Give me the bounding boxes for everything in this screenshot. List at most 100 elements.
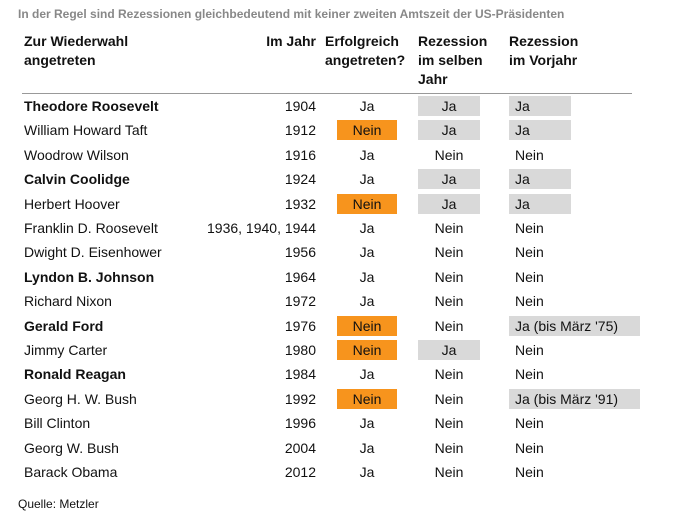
same-year: Ja (441, 122, 457, 139)
same-year: Nein (434, 293, 464, 310)
success: Ja (359, 220, 375, 236)
year: 1924 (284, 171, 316, 188)
highlight (509, 193, 571, 214)
president-name: Theodore Roosevelt (24, 98, 159, 114)
highlight (337, 120, 397, 141)
same-year: Nein (434, 317, 464, 334)
highlight (418, 169, 480, 190)
success: Nein (352, 342, 382, 358)
president-name: Gerald Ford (24, 317, 104, 334)
column-header: im Vorjahr (509, 52, 578, 68)
title: In der Regel sind Rezessionen gleichbede… (18, 7, 565, 21)
president-name: Franklin D. Roosevelt (24, 220, 158, 236)
success: Nein (352, 390, 382, 407)
prior-year: Nein (515, 342, 544, 358)
success: Ja (359, 366, 375, 383)
year: 1904 (284, 98, 316, 114)
highlight (509, 120, 571, 141)
success: Ja (359, 415, 375, 432)
president-name: Calvin Coolidge (24, 171, 130, 188)
prior-year: Ja (bis März '91) (515, 390, 619, 407)
year: 1992 (284, 390, 316, 407)
prior-year: Ja (bis März '75) (515, 317, 619, 334)
president-name: William Howard Taft (24, 122, 148, 139)
header-rule (22, 93, 632, 94)
same-year: Nein (434, 146, 464, 163)
president-name: Bill Clinton (24, 415, 91, 432)
column-header: Zur Wiederwahl (24, 33, 129, 49)
source: Quelle: Metzler (18, 497, 99, 511)
prior-year: Nein (515, 146, 544, 163)
column-header: Erfolgreich (325, 33, 399, 49)
column-header: Rezession (418, 33, 488, 49)
president-name: Georg W. Bush (24, 439, 119, 456)
highlight (337, 315, 397, 336)
same-year: Nein (434, 366, 464, 383)
year: 1932 (284, 195, 316, 212)
same-year: Ja (441, 171, 457, 188)
success: Ja (359, 293, 375, 310)
president-name: Richard Nixon (24, 293, 112, 310)
same-year: Nein (434, 439, 464, 456)
prior-year: Nein (515, 366, 544, 383)
success: Ja (359, 146, 375, 163)
prior-year: Nein (515, 268, 544, 285)
success: Ja (359, 244, 375, 261)
same-year: Nein (434, 464, 464, 480)
prior-year: Nein (515, 415, 544, 432)
same-year: Nein (434, 244, 464, 261)
highlight (509, 388, 640, 409)
year: 1996 (284, 415, 316, 432)
highlight (418, 120, 480, 141)
prior-year: Nein (515, 293, 544, 310)
prior-year: Nein (515, 439, 544, 456)
president-name: Ronald Reagan (24, 366, 126, 383)
president-name: Jimmy Carter (24, 342, 108, 358)
year: 1980 (284, 342, 316, 358)
highlight (418, 340, 480, 360)
same-year: Ja (441, 195, 457, 212)
prior-year: Nein (515, 464, 544, 480)
success: Ja (359, 98, 375, 114)
highlight (337, 388, 397, 409)
year: 1964 (284, 268, 316, 285)
success: Nein (352, 195, 382, 212)
success: Ja (359, 268, 375, 285)
president-name: Dwight D. Eisenhower (24, 244, 162, 261)
highlight (418, 193, 480, 214)
prior-year: Nein (515, 220, 544, 236)
highlight (337, 193, 397, 214)
year: 1936, 1940, 1944 (207, 220, 316, 236)
prior-year: Ja (515, 122, 530, 139)
president-name: Herbert Hoover (24, 195, 120, 212)
same-year: Nein (434, 390, 464, 407)
year: 1956 (284, 244, 316, 261)
prior-year: Ja (515, 171, 530, 188)
highlight (337, 340, 397, 360)
year: 2012 (284, 464, 316, 480)
prior-year: Nein (515, 244, 544, 261)
year: 1916 (284, 146, 316, 163)
prior-year: Ja (515, 98, 530, 114)
same-year: Ja (441, 98, 457, 114)
column-header: Rezession (509, 33, 579, 49)
president-name: Barack Obama (24, 464, 118, 480)
highlight (509, 96, 571, 116)
same-year: Nein (434, 220, 464, 236)
same-year: Nein (434, 415, 464, 432)
highlight (418, 96, 480, 116)
same-year: Nein (434, 268, 464, 285)
prior-year: Ja (515, 195, 530, 212)
success: Nein (352, 317, 382, 334)
same-year: Ja (441, 342, 457, 358)
president-name: Georg H. W. Bush (24, 390, 137, 407)
success: Ja (359, 171, 375, 188)
column-header: Im Jahr (266, 33, 316, 49)
year: 1972 (284, 293, 316, 310)
column-header: angetreten (24, 52, 96, 68)
president-name: Lyndon B. Johnson (24, 268, 155, 285)
column-header: im selben (418, 52, 483, 68)
success: Nein (352, 122, 382, 139)
column-header: Jahr (418, 71, 448, 87)
